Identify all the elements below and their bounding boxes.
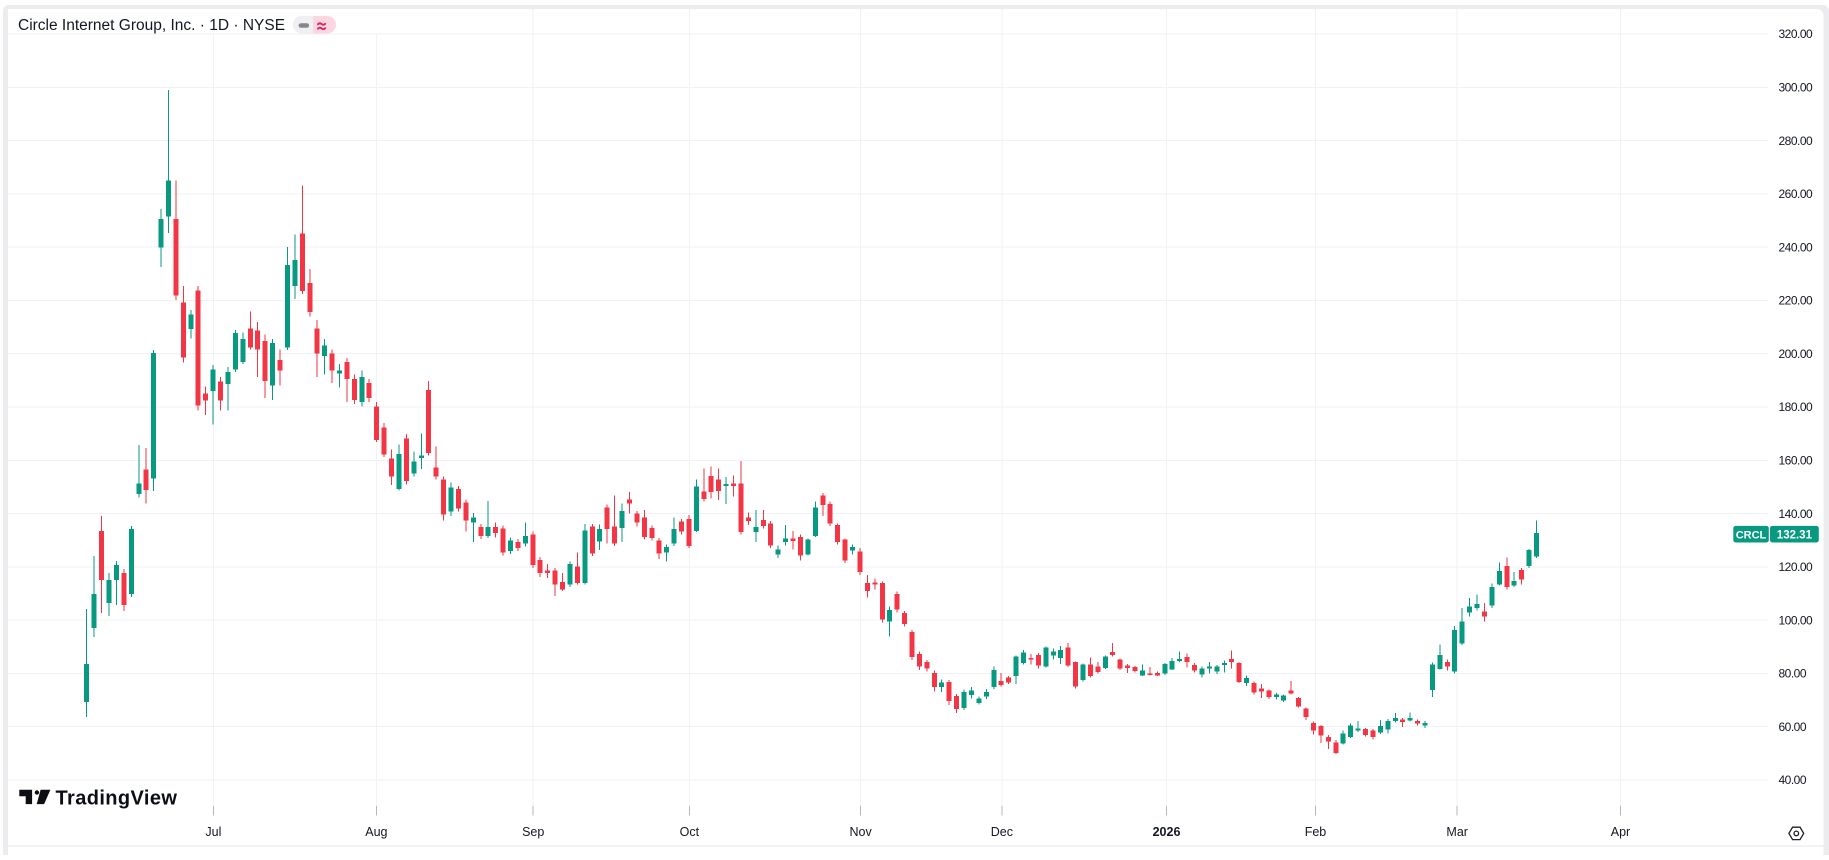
svg-text:300.00: 300.00 <box>1779 81 1814 95</box>
svg-text:180.00: 180.00 <box>1779 400 1814 414</box>
svg-text:140.00: 140.00 <box>1779 507 1814 521</box>
svg-text:132.31: 132.31 <box>1777 530 1813 542</box>
svg-text:Oct: Oct <box>680 825 700 839</box>
svg-text:Sep: Sep <box>522 825 544 839</box>
svg-text:Aug: Aug <box>365 825 387 839</box>
svg-text:320.00: 320.00 <box>1779 27 1814 41</box>
svg-text:Jul: Jul <box>205 825 221 839</box>
svg-text:2026: 2026 <box>1153 825 1181 839</box>
svg-text:40.00: 40.00 <box>1779 773 1807 787</box>
svg-text:Nov: Nov <box>849 825 872 839</box>
svg-text:TradingView: TradingView <box>56 787 178 809</box>
svg-text:220.00: 220.00 <box>1779 294 1814 308</box>
svg-text:260.00: 260.00 <box>1779 187 1814 201</box>
svg-text:60.00: 60.00 <box>1779 720 1807 734</box>
svg-text:Circle Internet Group, Inc. ·: Circle Internet Group, Inc. · 1D · NYSE <box>18 17 285 34</box>
svg-text:200.00: 200.00 <box>1779 347 1814 361</box>
svg-text:Apr: Apr <box>1611 825 1630 839</box>
svg-text:120.00: 120.00 <box>1779 560 1814 574</box>
svg-text:Feb: Feb <box>1305 825 1327 839</box>
svg-text:240.00: 240.00 <box>1779 240 1814 254</box>
svg-text:280.00: 280.00 <box>1779 134 1814 148</box>
svg-text:80.00: 80.00 <box>1779 667 1807 681</box>
svg-text:Dec: Dec <box>991 825 1013 839</box>
svg-text:Mar: Mar <box>1446 825 1468 839</box>
svg-text:CRCL: CRCL <box>1736 529 1767 541</box>
svg-text:100.00: 100.00 <box>1779 613 1814 627</box>
svg-text:160.00: 160.00 <box>1779 454 1814 468</box>
